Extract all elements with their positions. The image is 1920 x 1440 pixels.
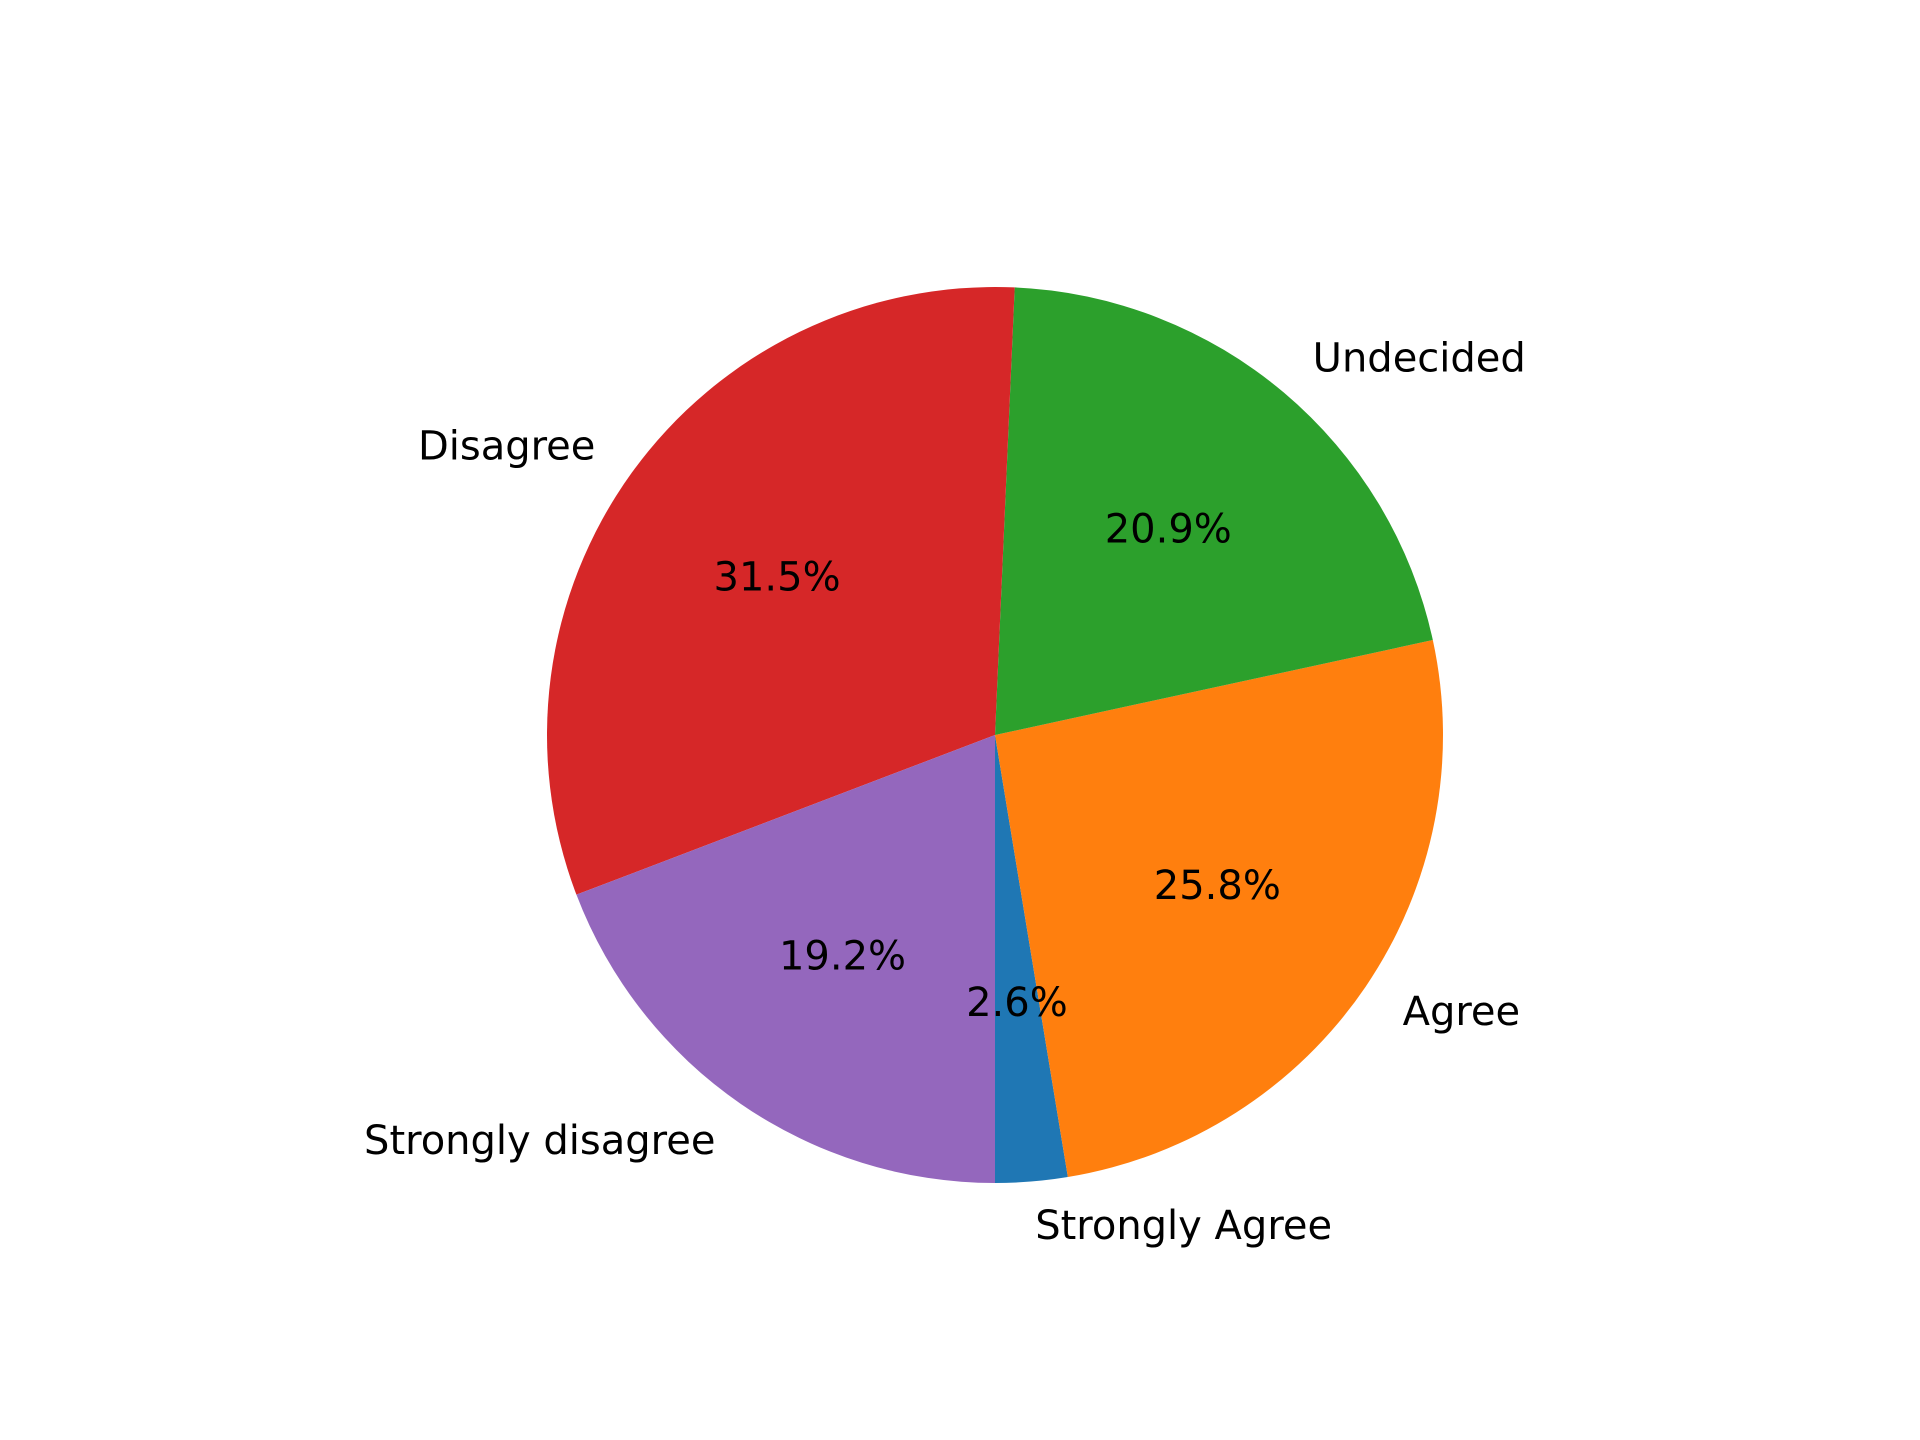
pie-slice-strongly-disagree	[576, 735, 995, 1183]
percent-label-agree: 25.8%	[1154, 863, 1281, 909]
category-label-agree: Agree	[1403, 989, 1521, 1035]
category-label-undecided: Undecided	[1313, 335, 1526, 381]
pie-slice-undecided	[995, 287, 1433, 735]
percent-label-strongly-disagree: 19.2%	[779, 933, 906, 979]
percent-label-undecided: 20.9%	[1105, 507, 1232, 553]
category-label-disagree: Disagree	[418, 424, 595, 470]
category-label-strongly-agree: Strongly Agree	[1035, 1203, 1332, 1249]
percent-label-disagree: 31.5%	[714, 555, 841, 601]
pie-slice-agree	[995, 640, 1444, 1178]
pie-slices	[546, 287, 1444, 1183]
percent-labels: 2.6% 25.8% 20.9% 31.5% 19.2%	[714, 507, 1281, 1026]
category-labels: Strongly Agree Agree Undecided Disagree Stro…	[364, 335, 1526, 1249]
pie-slice-strongly-agree	[995, 735, 1068, 1183]
pie-slice-disagree	[546, 287, 1015, 895]
percent-label-strongly-agree: 2.6%	[966, 980, 1068, 1026]
category-label-strongly-disagree: Strongly disagree	[364, 1118, 715, 1164]
